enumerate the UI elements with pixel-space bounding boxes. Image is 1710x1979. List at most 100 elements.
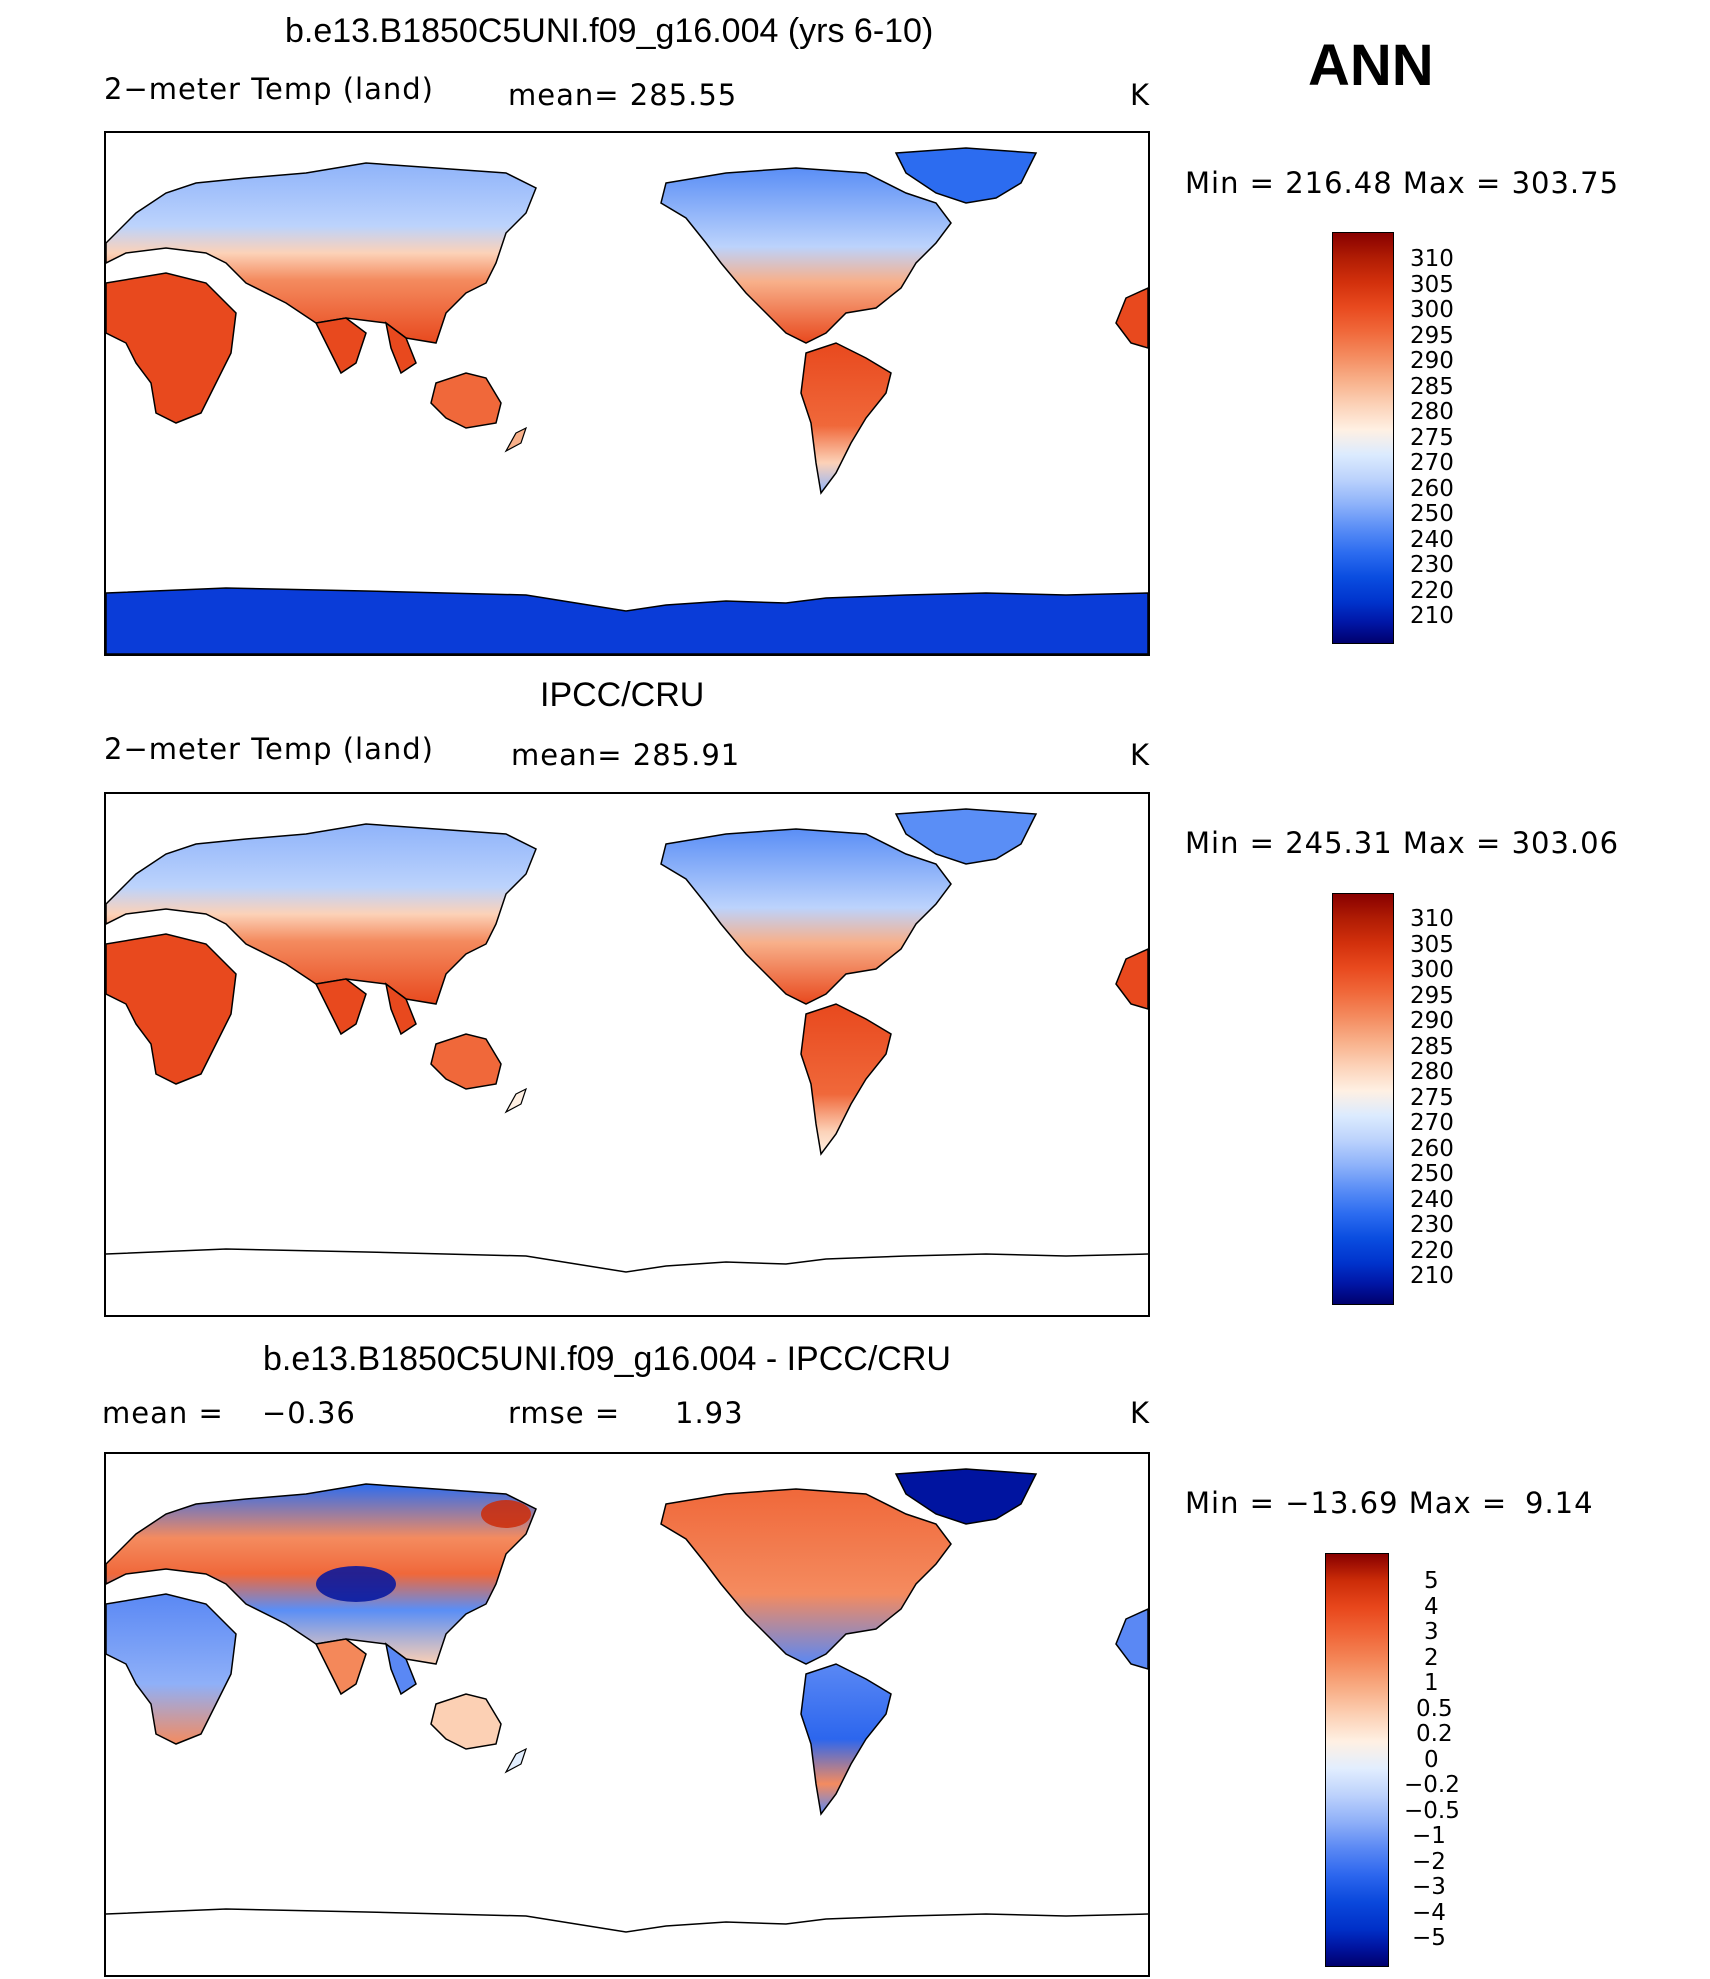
panel3-colorbar [1325,1553,1389,1967]
panel3-cb-label: −0.2 [1404,1772,1460,1798]
panel2-cb-label: 270 [1410,1110,1454,1136]
eurasia [106,823,537,1005]
west-africa-edge [1115,1608,1148,1670]
panel1-cb-label: 220 [1410,578,1454,604]
eurasia [106,162,537,344]
australia [430,1033,502,1090]
africa [106,933,237,1085]
panel1-cb-label: 210 [1410,603,1454,629]
antarctica-outline [106,1908,1148,1933]
panel2-cb-label: 300 [1410,957,1454,983]
panel1-cb-label: 310 [1410,246,1454,272]
panel2-cb-label: 280 [1410,1059,1454,1085]
antarctica-outline [106,1248,1148,1273]
panel1-cb-label: 280 [1410,399,1454,425]
panel2-units: K [1130,738,1151,772]
greenland [894,808,1038,865]
panel3-cb-label: 3 [1424,1619,1439,1645]
south-america [800,1003,892,1156]
panel2-cb-label: 305 [1410,932,1454,958]
greenland [894,147,1038,204]
panel3-cb-label: 1 [1424,1670,1439,1696]
southeast-asia [384,1642,417,1696]
greenland [894,1468,1038,1525]
panel2-minmax: Min = 245.31 Max = 303.06 [1185,826,1620,860]
panel2-cb-label: 220 [1410,1238,1454,1264]
panel2-cb-label: 310 [1410,906,1454,932]
panel1-minmax: Min = 216.48 Max = 303.75 [1185,166,1620,200]
panel2-mean: mean= 285.91 [511,738,741,772]
southeast-asia [384,321,417,375]
new-zealand [504,426,528,453]
panel1-map-svg [106,147,1148,654]
panel3-mean-label: mean = [102,1396,224,1430]
west-africa-edge [1115,287,1148,349]
new-zealand [504,1087,528,1114]
panel2-map-svg [106,808,1148,1273]
panel3-cb-label: 2 [1424,1645,1439,1671]
panel1-map [104,131,1150,656]
panel3-cb-label: 0.5 [1416,1696,1453,1722]
panel3-mean-value: −0.36 [262,1396,356,1430]
india [314,317,367,375]
panel3-minmax-label: Min = −13.69 Max = [1185,1486,1508,1520]
south-america [800,1663,892,1816]
africa [106,272,237,424]
panel1-mean: mean= 285.55 [508,78,738,112]
panel1-cb-label: 240 [1410,527,1454,553]
new-zealand [504,1747,528,1774]
australia [430,372,502,429]
west-africa-edge [1115,948,1148,1010]
india [314,1638,367,1696]
panel3-cb-label: −1 [1412,1823,1446,1849]
panel1-cb-label: 305 [1410,272,1454,298]
panel3-units: K [1130,1396,1151,1430]
season-label: ANN [1308,33,1434,98]
panel3-rmse-value: 1.93 [675,1396,744,1430]
panel3-cb-label: −2 [1412,1849,1446,1875]
siberia-anomaly [481,1500,531,1528]
north-america [660,828,952,1005]
africa [106,1593,237,1745]
panel1-cb-label: 270 [1410,450,1454,476]
southeast-asia [384,982,417,1036]
panel2-title: IPCC/CRU [540,676,705,714]
panel3-cb-label: −3 [1412,1874,1446,1900]
india [314,978,367,1036]
panel1-cb-label: 230 [1410,552,1454,578]
panel1-cb-label: 300 [1410,297,1454,323]
panel1-cb-label: 250 [1410,501,1454,527]
panel3-cb-label: 0 [1424,1747,1439,1773]
panel3-title: b.e13.B1850C5UNI.f09_g16.004 - IPCC/CRU [263,1340,951,1378]
panel1-variable: 2−meter Temp (land) [104,72,434,106]
panel2-cb-label: 275 [1410,1085,1454,1111]
panel3-cb-label: −5 [1412,1925,1446,1951]
panel3-cb-label: −4 [1412,1900,1446,1926]
panel1-title: b.e13.B1850C5UNI.f09_g16.004 (yrs 6-10) [285,12,934,50]
panel2-cb-label: 290 [1410,1008,1454,1034]
panel3-cb-label: 4 [1424,1594,1439,1620]
eurasia [106,1483,537,1665]
north-america [660,1488,952,1665]
antarctica [106,587,1148,654]
panel3-cb-label: 0.2 [1416,1721,1453,1747]
panel1-cb-label: 290 [1410,348,1454,374]
panel2-cb-label: 285 [1410,1034,1454,1060]
panel2-cb-label: 210 [1410,1263,1454,1289]
panel3-minmax-max: 9.14 [1525,1486,1594,1520]
panel2-variable: 2−meter Temp (land) [104,732,434,766]
panel2-cb-label: 230 [1410,1212,1454,1238]
panel3-cb-label: −0.5 [1404,1798,1460,1824]
panel3-map [104,1452,1150,1977]
panel2-colorbar [1332,893,1394,1305]
panel2-cb-label: 260 [1410,1136,1454,1162]
south-america [800,342,892,495]
panel1-cb-label: 285 [1410,374,1454,400]
panel1-units: K [1130,78,1151,112]
panel3-rmse-label: rmse = [508,1396,621,1430]
panel1-colorbar [1332,232,1394,644]
panel1-cb-label: 295 [1410,323,1454,349]
panel2-cb-label: 295 [1410,983,1454,1009]
panel2-map [104,792,1150,1317]
panel3-cb-label: 5 [1424,1568,1439,1594]
